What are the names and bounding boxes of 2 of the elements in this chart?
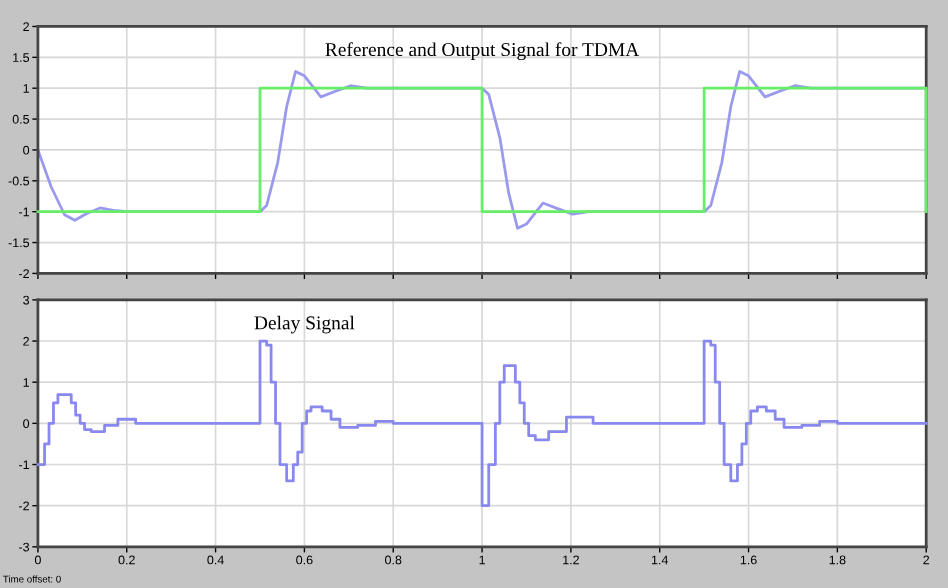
text: Reference and Output Signal for TDMA (325, 42, 640, 61)
text: Delay Signal (254, 315, 355, 334)
